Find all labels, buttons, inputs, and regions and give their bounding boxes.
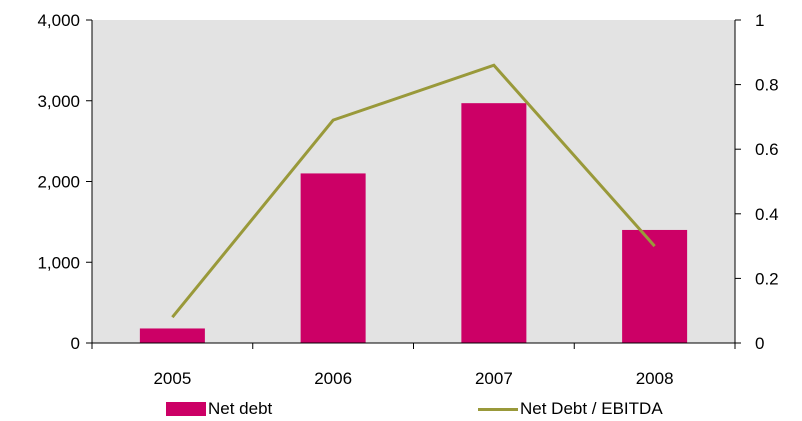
legend-item-net-debt: Net debt — [166, 397, 272, 421]
y-right-tick-label: 0.6 — [755, 140, 779, 159]
legend-label-net-debt-ebitda: Net Debt / EBITDA — [520, 399, 663, 418]
y-right-tick-label: 0 — [755, 334, 764, 353]
y-left-tick-label: 0 — [71, 334, 80, 353]
bar-2005 — [139, 328, 205, 343]
x-tick-label-2008: 2008 — [636, 369, 674, 388]
legend-swatch-net-debt-ebitda — [478, 407, 518, 411]
y-right-tick-label: 1 — [755, 11, 764, 30]
y-left-tick-label: 3,000 — [37, 92, 80, 111]
chart: 0 1,000 2,000 3,000 4,000 0 0.2 0.4 0.6 0.8 1 200… — [37, 11, 779, 388]
y-right-tick-label: 0.8 — [755, 76, 779, 95]
y-right-tick-label: 0.4 — [755, 205, 779, 224]
y-left-tick-label: 2,000 — [37, 173, 80, 192]
y-left-tick-label: 1,000 — [37, 253, 80, 272]
y-right-tick-label: 0.2 — [755, 269, 779, 288]
x-tick-label-2007: 2007 — [475, 369, 513, 388]
x-tick-label-2005: 2005 — [153, 369, 191, 388]
legend-item-net-debt-ebitda: Net Debt / EBITDA — [478, 397, 663, 421]
bar-2007 — [461, 103, 527, 343]
line-net-debt-ebitda — [171, 63, 656, 319]
bar-2006 — [300, 173, 366, 343]
legend-label-net-debt: Net debt — [208, 399, 273, 418]
bar-2008 — [622, 229, 688, 343]
y-left-tick-label: 4,000 — [37, 11, 80, 30]
legend-swatch-net-debt — [166, 402, 206, 416]
x-tick-label-2006: 2006 — [314, 369, 352, 388]
